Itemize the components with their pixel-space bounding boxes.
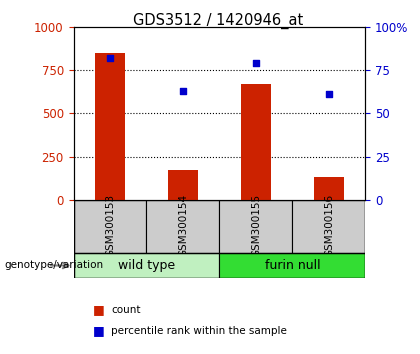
Text: genotype/variation: genotype/variation: [4, 261, 103, 270]
Point: [252, 60, 259, 66]
Text: ■: ■: [92, 303, 104, 316]
Text: GSM300153: GSM300153: [105, 194, 115, 257]
Text: GSM300156: GSM300156: [324, 194, 334, 257]
Text: GSM300155: GSM300155: [251, 194, 261, 257]
Text: count: count: [111, 305, 141, 315]
Bar: [74, 200, 147, 253]
Bar: [74, 253, 220, 278]
Text: GSM300154: GSM300154: [178, 194, 188, 257]
Bar: [292, 200, 365, 253]
Bar: [95, 53, 125, 200]
Bar: [220, 253, 365, 278]
Bar: [220, 200, 292, 253]
Text: ■: ■: [92, 325, 104, 337]
Bar: [168, 170, 197, 200]
Bar: [314, 177, 344, 200]
Point: [326, 91, 332, 97]
Point: [107, 55, 113, 61]
Text: percentile rank within the sample: percentile rank within the sample: [111, 326, 287, 336]
Point: [180, 88, 186, 93]
Text: GDS3512 / 1420946_at: GDS3512 / 1420946_at: [133, 12, 304, 29]
Bar: [147, 200, 220, 253]
Text: wild type: wild type: [118, 259, 175, 272]
Bar: [241, 84, 270, 200]
Text: furin null: furin null: [265, 259, 320, 272]
